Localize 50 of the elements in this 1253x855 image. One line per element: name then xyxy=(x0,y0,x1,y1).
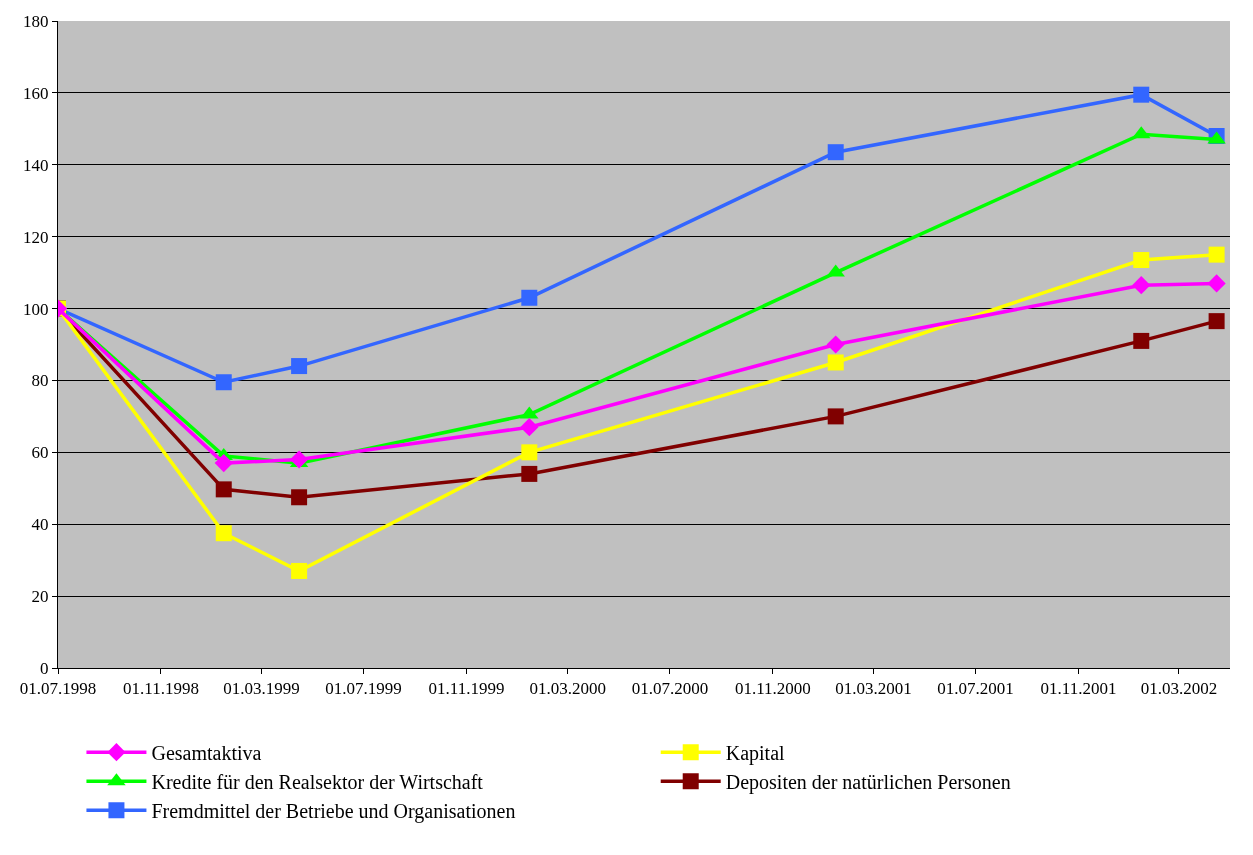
point xyxy=(1132,276,1151,295)
y-tick-label: 140 xyxy=(23,155,49,175)
x-tick-label: 01.07.1999 xyxy=(325,679,402,699)
point xyxy=(214,454,233,473)
y-tick-label: 20 xyxy=(31,587,49,607)
legend-label: Fremdmittel der Betriebe und Organisationen xyxy=(151,800,516,823)
point xyxy=(827,354,844,371)
point xyxy=(826,335,845,354)
y-tick-label: 0 xyxy=(40,658,49,678)
point xyxy=(291,562,308,579)
point xyxy=(290,450,309,469)
legend-label: Kapital xyxy=(725,742,786,765)
x-tick-label: 01.11.1999 xyxy=(428,679,505,699)
point xyxy=(827,144,844,161)
point xyxy=(291,489,308,506)
y-tick-label: 40 xyxy=(31,515,49,535)
point xyxy=(521,444,538,461)
point xyxy=(215,374,232,391)
x-tick-label: 01.07.2001 xyxy=(937,679,1014,699)
legend-label: Kredite für den Realsektor der Wirtschaft xyxy=(151,771,484,793)
x-tick-label: 01.11.2001 xyxy=(1040,679,1117,699)
point xyxy=(1133,332,1150,349)
point xyxy=(521,465,538,482)
point xyxy=(215,481,232,498)
y-tick-label: 120 xyxy=(23,227,49,247)
y-tick-label: 160 xyxy=(23,83,49,103)
point xyxy=(1133,86,1150,103)
point xyxy=(1133,252,1150,269)
point xyxy=(1208,246,1225,263)
y-tick-label: 180 xyxy=(23,11,49,31)
point xyxy=(827,408,844,425)
x-tick-label: 01.07.2000 xyxy=(631,679,709,699)
point xyxy=(215,525,232,542)
y-tick-label: 60 xyxy=(31,443,49,463)
x-tick-label: 01.11.1998 xyxy=(123,679,199,699)
x-tick-label: 01.03.2001 xyxy=(835,679,912,699)
y-tick-label: 100 xyxy=(23,299,49,319)
x-tick-label: 01.03.2002 xyxy=(1140,679,1218,699)
x-tick-label: 01.03.2000 xyxy=(529,679,607,699)
x-tick-label: 01.11.2000 xyxy=(734,679,811,699)
point xyxy=(520,418,539,437)
point xyxy=(291,358,308,375)
point xyxy=(1208,313,1225,330)
point xyxy=(1207,274,1226,293)
y-tick-label: 80 xyxy=(31,371,49,391)
point xyxy=(521,289,538,306)
legend-label: Depositen der natürlichen Personen xyxy=(725,771,1011,794)
x-tick-label: 01.03.1999 xyxy=(223,679,300,699)
x-tick-label: 01.07.1998 xyxy=(19,679,97,699)
legend-label: Gesamtaktiva xyxy=(151,742,262,764)
